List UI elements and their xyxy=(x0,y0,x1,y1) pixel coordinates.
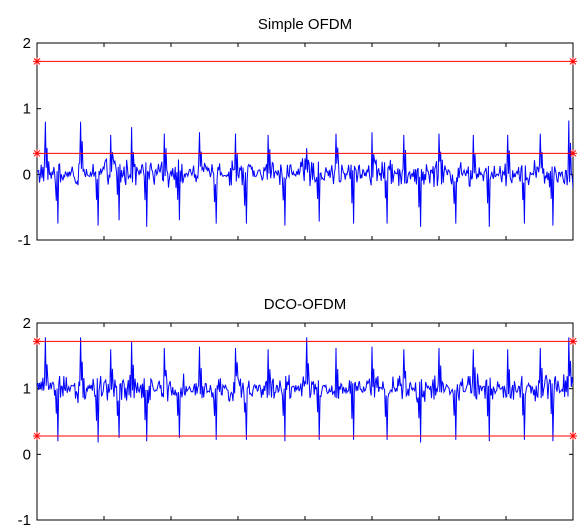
y-tick-label: 0 xyxy=(23,446,31,463)
threshold-marker xyxy=(33,149,41,158)
plot-area xyxy=(36,42,574,241)
y-tick-label: -1 xyxy=(18,232,31,249)
y-tick-label: 2 xyxy=(23,35,31,52)
chart-title: Simple OFDM xyxy=(258,16,352,33)
subplot-dco-ofdm: DCO-OFDM -1 0 1 2 xyxy=(18,296,577,529)
y-tick-label: 0 xyxy=(23,166,31,183)
y-tick-label: 2 xyxy=(23,315,31,332)
y-tick-label: 1 xyxy=(23,381,31,398)
threshold-marker xyxy=(569,57,577,66)
threshold-marker xyxy=(569,431,577,440)
threshold-marker xyxy=(33,337,41,346)
threshold-marker xyxy=(33,431,41,440)
subplot-simple-ofdm: Simple OFDM -1 0 1 2 xyxy=(18,16,577,249)
signal-line xyxy=(37,337,573,443)
chart-title: DCO-OFDM xyxy=(264,296,347,313)
threshold-marker xyxy=(569,337,577,346)
plot-area xyxy=(36,322,574,521)
threshold-marker xyxy=(33,57,41,66)
y-tick-label: -1 xyxy=(18,512,31,529)
threshold-marker xyxy=(569,149,577,158)
y-tick-label: 1 xyxy=(23,101,31,118)
signal-line xyxy=(37,120,573,227)
